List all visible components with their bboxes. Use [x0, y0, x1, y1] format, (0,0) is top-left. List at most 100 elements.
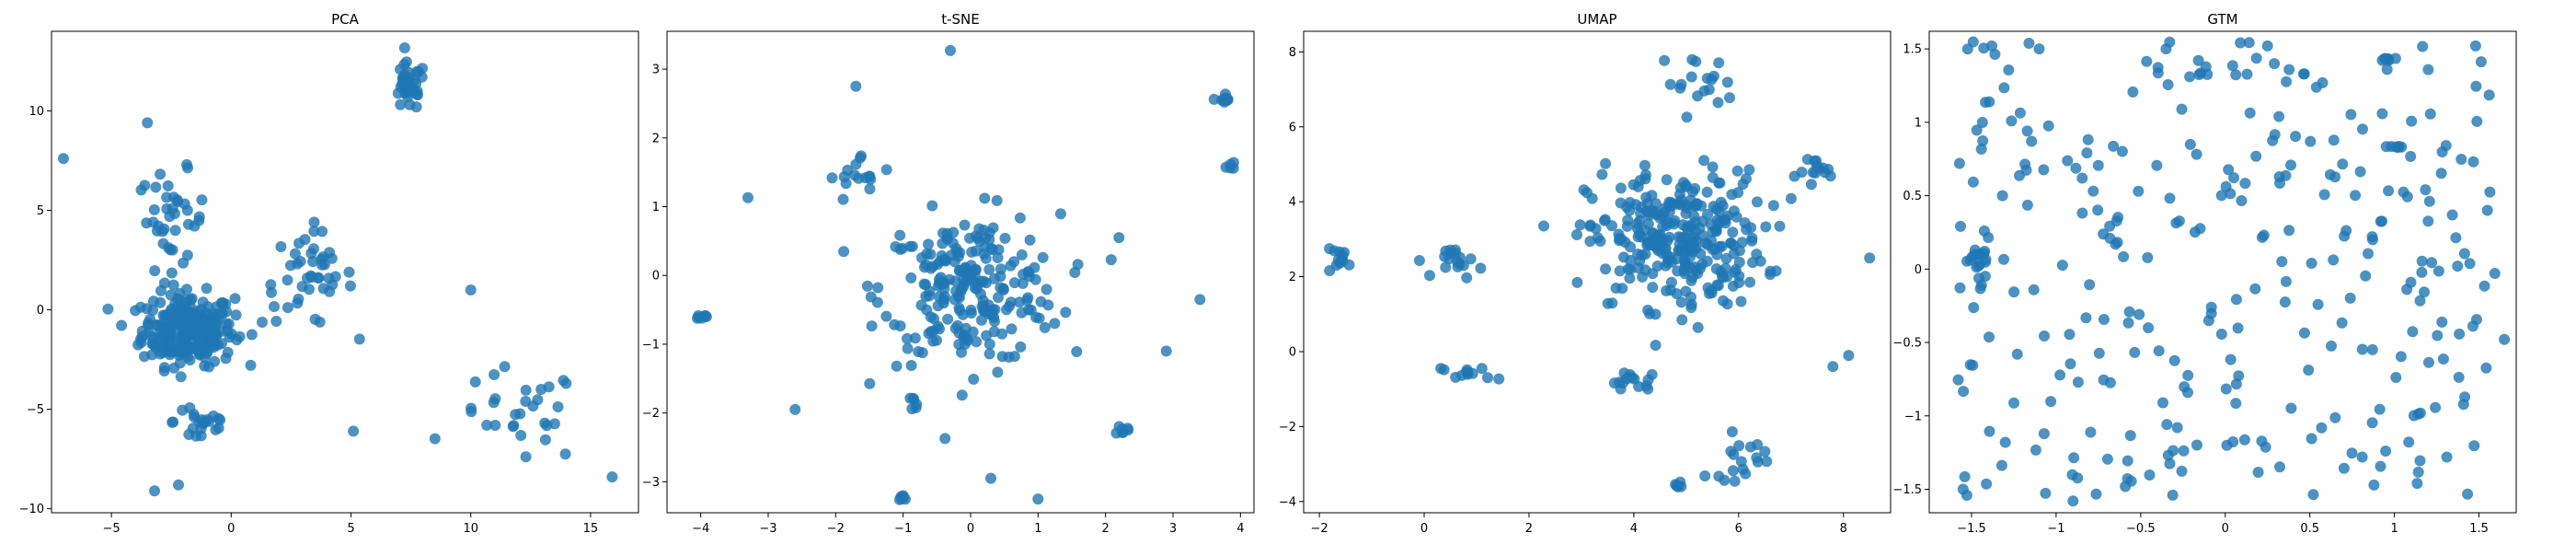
scatter-point	[312, 272, 324, 284]
scatter-point	[1717, 271, 1728, 283]
scatter-point	[135, 184, 147, 196]
scatter-point	[2345, 109, 2357, 121]
scatter-point	[1450, 371, 1462, 383]
scatter-point	[996, 351, 1008, 363]
scatter-point	[2478, 280, 2490, 292]
scatter-point	[1699, 470, 1711, 481]
scatter-point	[909, 332, 921, 344]
scatter-point	[2157, 397, 2168, 409]
scatter-point	[826, 172, 838, 184]
scatter-point	[190, 342, 201, 353]
scatter-point	[2481, 204, 2493, 216]
scatter-point	[2173, 215, 2185, 227]
scatter-point	[1690, 55, 1702, 67]
scatter-point	[2464, 258, 2476, 270]
scatter-point	[2276, 256, 2288, 268]
scatter-point	[2336, 317, 2348, 329]
x-tick-label: 4	[1236, 522, 1244, 536]
scatter-point	[305, 248, 317, 260]
x-tick-label: 1	[1034, 522, 1041, 536]
scatter-point	[520, 396, 532, 407]
scatter-point	[2469, 40, 2481, 52]
scatter-point	[2164, 192, 2176, 204]
scatter-point	[2450, 232, 2462, 244]
scatter-point	[1642, 305, 1654, 316]
scatter-point	[1726, 189, 1738, 201]
scatter-point	[1984, 425, 1995, 437]
scatter-point	[173, 349, 185, 361]
scatter-point	[1698, 155, 1710, 167]
scatter-point	[2350, 190, 2362, 202]
scatter-point	[2241, 68, 2253, 80]
scatter-point	[1765, 269, 1777, 281]
scatter-point	[1995, 459, 2007, 471]
scatter-point	[543, 381, 555, 393]
scatter-point	[149, 485, 160, 497]
scatter-point	[2238, 434, 2250, 446]
scatter-point	[2458, 248, 2470, 260]
scatter-point	[2144, 469, 2156, 481]
scatter-point	[1811, 155, 1823, 167]
scatter-point	[195, 423, 207, 434]
scatter-point	[215, 297, 227, 309]
scatter-point	[1978, 225, 1990, 237]
scatter-point	[2383, 185, 2395, 197]
scatter-point	[1054, 208, 1066, 220]
scatter-point	[1735, 295, 1747, 307]
scatter-point	[925, 249, 937, 261]
scatter-point	[1685, 302, 1697, 314]
scatter-point	[2008, 286, 2020, 298]
y-tick-label: 8	[1289, 46, 1296, 60]
scatter-point	[1725, 237, 1737, 249]
scatter-point	[1759, 446, 1771, 458]
scatter-point	[2471, 314, 2482, 326]
scatter-point	[972, 232, 983, 244]
scatter-point	[2407, 326, 2419, 338]
scatter-point	[2452, 261, 2464, 272]
x-tick-label: 2	[1102, 522, 1110, 536]
scatter-point	[316, 226, 328, 237]
scatter-point	[2367, 234, 2378, 246]
scatter-point	[162, 341, 174, 353]
x-tick-label: 2	[1525, 522, 1533, 536]
y-tick-label: −4	[1279, 495, 1296, 509]
scatter-point	[2435, 168, 2447, 180]
scatter-point	[2368, 479, 2380, 491]
scatter-point	[971, 284, 983, 295]
scatter-point	[2011, 348, 2023, 360]
scatter-point	[2480, 362, 2492, 374]
scatter-point	[508, 420, 520, 432]
scatter-point	[150, 181, 162, 193]
scatter-point	[861, 280, 873, 292]
scatter-point	[853, 172, 865, 184]
scatter-point	[2462, 488, 2474, 500]
scatter-point	[2440, 140, 2452, 152]
scatter-point	[246, 329, 258, 341]
scatter-point	[1628, 373, 1640, 385]
scatter-point	[2098, 314, 2110, 325]
scatter-point	[184, 354, 196, 365]
scatter-point	[1424, 270, 1435, 282]
scatter-point	[2081, 147, 2093, 159]
scatter-point	[1678, 231, 1690, 243]
scatter-point	[1731, 165, 1743, 177]
scatter-point	[928, 313, 940, 325]
scatter-point	[2459, 391, 2471, 403]
scatter-point	[1659, 203, 1671, 214]
scatter-point	[163, 323, 174, 335]
y-tick-label: 2	[1289, 271, 1296, 284]
scatter-point	[904, 240, 916, 252]
scatter-point	[275, 241, 287, 252]
scatter-point	[353, 333, 365, 345]
scatter-point	[1698, 85, 1710, 97]
scatter-point	[1041, 284, 1052, 295]
scatter-point	[1980, 97, 1992, 109]
scatter-point	[2021, 199, 2033, 211]
scatter-point	[866, 320, 878, 332]
scatter-point	[1037, 251, 1049, 263]
scatter-point	[991, 194, 1003, 206]
y-tick-label: 1	[1915, 116, 1922, 130]
scatter-point	[1650, 340, 1662, 351]
scatter-point	[1624, 272, 1636, 284]
scatter-point	[1493, 373, 1505, 385]
